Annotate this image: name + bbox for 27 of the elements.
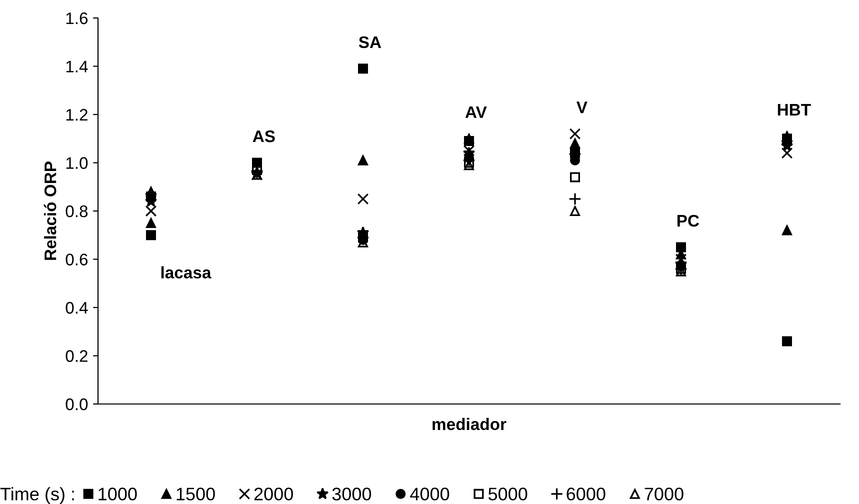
y-tick-label: 1.6: [66, 12, 88, 24]
legend-label: 5000: [488, 488, 528, 500]
y-tick-label: 0.8: [66, 205, 88, 218]
y-tick-label: 0.4: [66, 302, 88, 314]
annotation: lacasa: [161, 266, 212, 278]
legend-label: 7000: [644, 488, 684, 500]
legend-label: 3000: [332, 488, 372, 500]
y-tick-label: 0.2: [66, 350, 88, 362]
annotation: AS: [252, 130, 275, 142]
legend-label: 2000: [254, 488, 293, 500]
annotation: SA: [358, 36, 382, 48]
y-tick-label: 0.0: [66, 398, 88, 410]
x-axis-title: mediador: [432, 418, 506, 430]
y-tick-label: 1.4: [66, 60, 88, 72]
annotation: PC: [677, 214, 700, 227]
legend-label: 6000: [566, 488, 606, 500]
y-tick-label: 1.2: [66, 108, 88, 121]
y-tick-label: 0.6: [66, 254, 88, 266]
y-tick-label: 1.0: [66, 157, 88, 169]
annotation: AV: [465, 106, 487, 118]
legend-title: Time (s) :: [0, 487, 74, 504]
legend-label: 1500: [176, 488, 215, 500]
y-axis-title: Relació ORP: [44, 162, 56, 260]
annotation: V: [576, 102, 588, 114]
annotation: HBT: [778, 104, 811, 116]
legend-label: 4000: [410, 488, 450, 500]
legend-label: 1000: [98, 488, 137, 500]
